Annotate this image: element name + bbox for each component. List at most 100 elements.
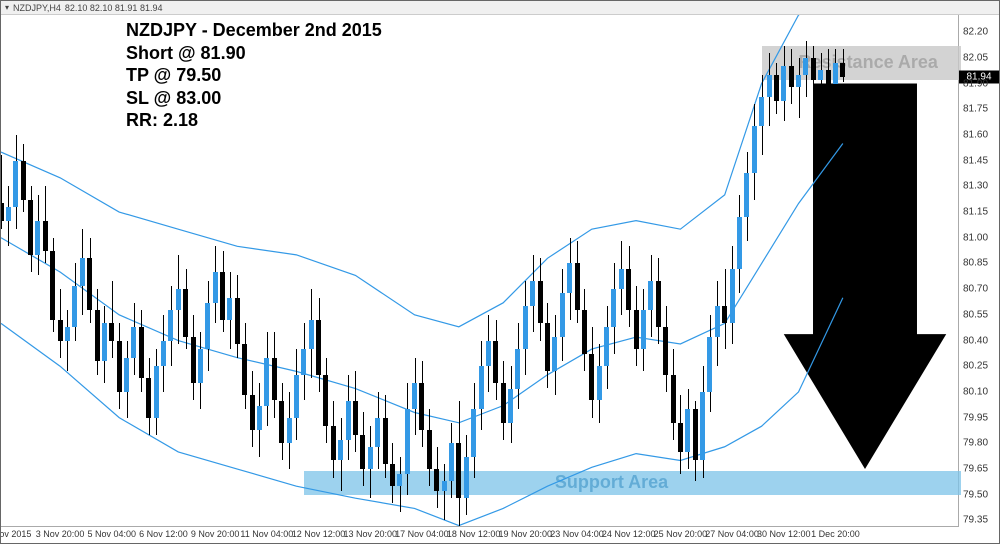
candle-body xyxy=(220,272,225,320)
candle-body xyxy=(102,323,107,361)
candle-body xyxy=(213,272,218,303)
candle-body xyxy=(678,423,683,452)
candle-body xyxy=(205,303,210,349)
info-rr: RR: 2.18 xyxy=(126,109,382,132)
candle-body xyxy=(523,306,528,349)
candle-body xyxy=(722,306,727,323)
candle-body xyxy=(131,327,136,358)
y-axis-tick: 81.90 xyxy=(963,78,988,89)
candle-body xyxy=(161,341,166,367)
candle-body xyxy=(176,289,181,310)
chart-container: ▾ NZDJPY,H4 82.10 82.10 81.91 81.94 Supp… xyxy=(0,0,1000,544)
info-sl: SL @ 83.00 xyxy=(126,87,382,110)
y-axis-tick: 79.35 xyxy=(963,515,988,526)
info-tp: TP @ 79.50 xyxy=(126,64,382,87)
candle-body xyxy=(58,320,63,341)
x-axis-tick: 1 Dec 20:00 xyxy=(811,529,860,539)
candle-body xyxy=(589,354,594,400)
candle-body xyxy=(486,341,491,367)
candle-body xyxy=(464,457,469,498)
candle-body xyxy=(390,464,395,486)
candle-body xyxy=(13,161,18,207)
y-axis-tick: 82.20 xyxy=(963,27,988,38)
candle-body xyxy=(87,258,92,309)
candle-body xyxy=(397,474,402,486)
candle-body xyxy=(597,366,602,400)
candle-body xyxy=(826,70,831,84)
x-axis-tick: 27 Nov 04:00 xyxy=(705,529,759,539)
trade-info-block: NZDJPY - December 2nd 2015 Short @ 81.90… xyxy=(126,19,382,132)
y-axis-tick: 80.70 xyxy=(963,284,988,295)
candle-body xyxy=(250,395,255,429)
candle-body xyxy=(737,217,742,268)
candle-body xyxy=(405,409,410,474)
y-axis-tick: 80.55 xyxy=(963,309,988,320)
candle-body xyxy=(72,286,77,327)
candle-body xyxy=(146,378,151,417)
info-entry: Short @ 81.90 xyxy=(126,42,382,65)
y-axis-tick: 80.85 xyxy=(963,258,988,269)
candle-body xyxy=(626,269,631,310)
candle-body xyxy=(346,401,351,440)
candle-body xyxy=(759,97,764,126)
candle-body xyxy=(552,337,557,371)
chart-quotes: 82.10 82.10 81.91 81.94 xyxy=(65,3,163,13)
candle-body xyxy=(353,401,358,435)
candle-body xyxy=(257,406,262,430)
candle-body xyxy=(538,281,543,324)
candle-body xyxy=(634,310,639,349)
candle-body xyxy=(582,310,587,355)
candle-body xyxy=(700,392,705,461)
x-axis-tick: 17 Nov 04:00 xyxy=(395,529,449,539)
candle-body xyxy=(309,320,314,349)
y-axis-tick: 80.40 xyxy=(963,335,988,346)
candle-body xyxy=(693,409,698,460)
candle-body xyxy=(427,430,432,469)
candle-body xyxy=(43,221,48,252)
candle-body xyxy=(560,293,565,338)
x-axis-tick: 12 Nov 12:00 xyxy=(292,529,346,539)
y-axis-tick: 81.15 xyxy=(963,207,988,218)
candle-body xyxy=(715,306,720,337)
candle-body xyxy=(198,349,203,383)
x-axis-tick: 19 Nov 20:00 xyxy=(499,529,553,539)
candle-body xyxy=(479,366,484,409)
candle-body xyxy=(796,75,801,87)
candle-body xyxy=(456,443,461,498)
x-axis-tick: 3 Nov 20:00 xyxy=(36,529,85,539)
candle-body xyxy=(50,251,55,320)
candle-body xyxy=(567,263,572,292)
y-axis-tick: 79.80 xyxy=(963,438,988,449)
candle-body xyxy=(35,221,40,255)
x-axis-tick: 6 Nov 12:00 xyxy=(139,529,188,539)
candle-body xyxy=(774,75,779,101)
candle-body xyxy=(442,481,447,491)
candle-body xyxy=(139,327,144,378)
candle-body xyxy=(168,310,173,341)
candle-body xyxy=(730,269,735,324)
candle-body xyxy=(611,289,616,327)
y-axis-tick: 81.75 xyxy=(963,104,988,115)
candle-body xyxy=(0,203,4,220)
price-y-axis: 81.94 79.3579.5079.6579.8079.9580.1080.2… xyxy=(959,15,999,527)
x-axis-tick: 24 Nov 12:00 xyxy=(602,529,656,539)
candle-body xyxy=(501,383,506,422)
y-axis-tick: 79.50 xyxy=(963,489,988,500)
candle-body xyxy=(191,337,196,383)
x-axis-tick: 11 Nov 04:00 xyxy=(240,529,293,539)
time-x-axis: 2 Nov 20153 Nov 20:005 Nov 04:006 Nov 12… xyxy=(1,527,959,543)
y-axis-tick: 81.45 xyxy=(963,155,988,166)
candle-body xyxy=(789,66,794,87)
candle-wick xyxy=(112,281,113,358)
x-axis-tick: 13 Nov 20:00 xyxy=(343,529,397,539)
candle-body xyxy=(375,418,380,447)
candle-body xyxy=(530,281,535,307)
candle-body xyxy=(419,383,424,429)
candle-body xyxy=(272,358,277,401)
candle-body xyxy=(803,58,808,75)
candle-body xyxy=(648,281,653,310)
x-axis-tick: 9 Nov 20:00 xyxy=(191,529,240,539)
candle-body xyxy=(767,75,772,97)
candle-body xyxy=(383,418,388,464)
candle-body xyxy=(316,320,321,375)
